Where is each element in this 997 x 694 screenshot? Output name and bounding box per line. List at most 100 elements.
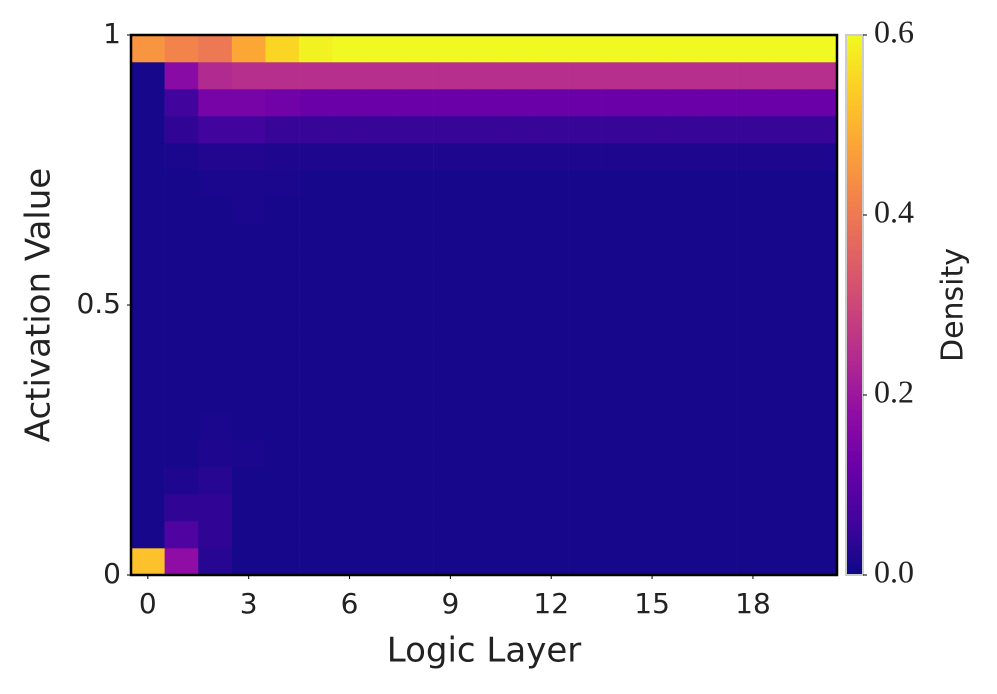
colorbar-step [846, 275, 863, 281]
heatmap-cell [736, 224, 771, 252]
heatmap-cell [131, 494, 165, 522]
heatmap-cell [366, 413, 401, 441]
heatmap-cell [668, 197, 703, 225]
heatmap-cell [736, 548, 771, 576]
heatmap-cell [299, 251, 334, 279]
heatmap-cell [601, 62, 636, 90]
heatmap-cell [769, 548, 804, 576]
colorbar-step [846, 400, 863, 406]
heatmap-cell [299, 548, 334, 576]
heatmap-cell [702, 170, 737, 198]
heatmap-cell [500, 35, 535, 63]
colorbar-step [846, 205, 863, 211]
heatmap-cell [198, 521, 233, 549]
heatmap-cell [668, 305, 703, 333]
heatmap-cell [433, 89, 468, 117]
heatmap-cell [231, 170, 266, 198]
heatmap-cell [803, 305, 838, 333]
colorbar-step [846, 475, 863, 481]
heatmap-cell [332, 521, 367, 549]
heatmap-cell [164, 35, 199, 63]
colorbar-step [846, 100, 863, 106]
x-tick-label: 9 [441, 587, 459, 620]
colorbar-step [846, 430, 863, 436]
colorbar-step [846, 55, 863, 61]
heatmap-cell [568, 305, 602, 333]
heatmap-cell [332, 35, 367, 63]
heatmap-cell [433, 197, 468, 225]
heatmap-cell [601, 305, 636, 333]
heatmap-cell [131, 386, 165, 414]
heatmap-cell [736, 116, 771, 144]
heatmap-cell [433, 413, 468, 441]
heatmap-cell [467, 62, 502, 90]
heatmap-cell [534, 224, 569, 252]
heatmap-cell [231, 494, 266, 522]
heatmap-cell [198, 386, 233, 414]
heatmap-cell [568, 413, 602, 441]
heatmap-cell [467, 386, 502, 414]
heatmap-cell [769, 278, 804, 306]
colorbar-step [846, 520, 863, 526]
heatmap-cell [702, 116, 737, 144]
heatmap-cell [399, 305, 434, 333]
colorbar-step [846, 525, 863, 531]
heatmap-cell [635, 548, 670, 576]
heatmap-cell [332, 332, 367, 360]
heatmap-cell [231, 359, 266, 387]
heatmap-cell [231, 386, 266, 414]
heatmap-cell [366, 305, 401, 333]
colorbar-step [846, 495, 863, 501]
heatmap-cell [635, 197, 670, 225]
heatmap-cell [433, 386, 468, 414]
heatmap-cell [568, 224, 602, 252]
heatmap-cell [366, 224, 401, 252]
heatmap-cell [534, 278, 569, 306]
colorbar-step [846, 200, 863, 206]
heatmap-cell [803, 143, 838, 171]
heatmap-cell [568, 548, 602, 576]
heatmap-cell [500, 305, 535, 333]
heatmap-cell [198, 251, 233, 279]
heatmap-cell [467, 440, 502, 468]
heatmap-cell [198, 197, 233, 225]
colorbar-step [846, 395, 863, 401]
colorbar-step [846, 420, 863, 426]
heatmap-cell [668, 89, 703, 117]
heatmap-cell [366, 386, 401, 414]
heatmap-cell [702, 224, 737, 252]
heatmap-cell [601, 278, 636, 306]
heatmap-cell [399, 548, 434, 576]
colorbar-step [846, 240, 863, 246]
heatmap-cell [231, 224, 266, 252]
colorbar-step [846, 170, 863, 176]
colorbar-step [846, 270, 863, 276]
colorbar-step [846, 250, 863, 256]
colorbar-step [846, 490, 863, 496]
heatmap-cell [164, 305, 199, 333]
heatmap-cell [803, 359, 838, 387]
heatmap-cell [399, 143, 434, 171]
heatmap-cell [265, 197, 300, 225]
heatmap-cell [265, 386, 300, 414]
heatmap-cell [668, 467, 703, 495]
colorbar-step [846, 355, 863, 361]
heatmap-cell [467, 467, 502, 495]
colorbar-step [846, 90, 863, 96]
heatmap-cell [231, 440, 266, 468]
heatmap-cell [265, 143, 300, 171]
heatmap-cell [500, 224, 535, 252]
heatmap-cell [769, 305, 804, 333]
colorbar-step [846, 255, 863, 261]
colorbar-step [846, 125, 863, 131]
heatmap-cell [769, 197, 804, 225]
colorbar-step [846, 300, 863, 306]
heatmap-cell [635, 224, 670, 252]
heatmap-cell [635, 278, 670, 306]
heatmap-cell [803, 197, 838, 225]
heatmap-cell [265, 278, 300, 306]
heatmap-cell [500, 332, 535, 360]
heatmap-cell [601, 440, 636, 468]
heatmap-cell [601, 251, 636, 279]
heatmap-cell [231, 143, 266, 171]
